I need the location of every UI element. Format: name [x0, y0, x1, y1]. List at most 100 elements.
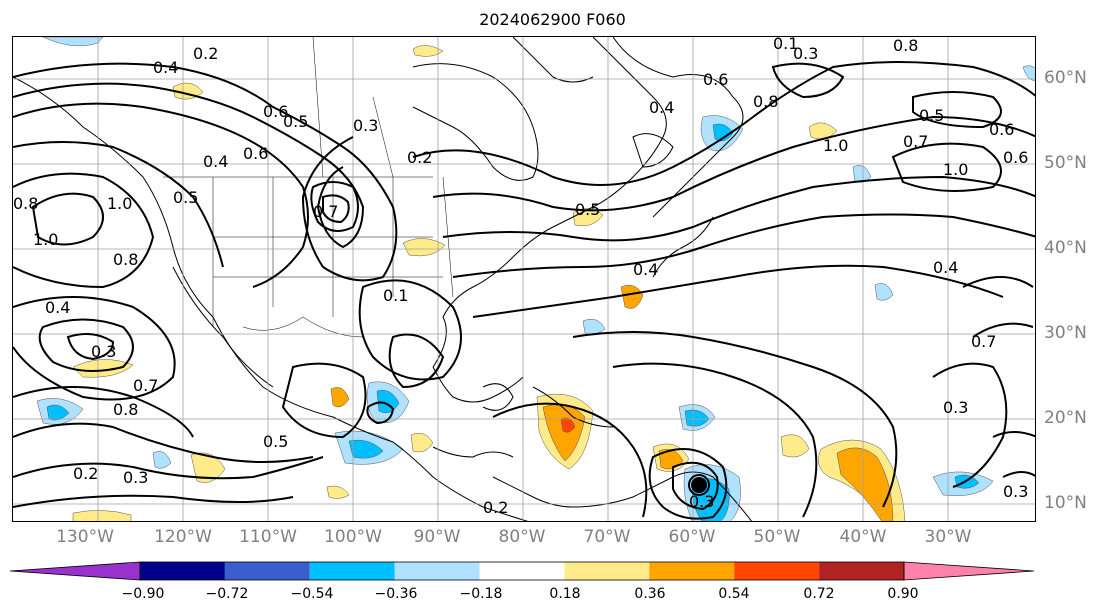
- contour-label: 0.5: [919, 106, 944, 125]
- shade-patch: [330, 387, 350, 408]
- colorbar-bin: [479, 562, 565, 580]
- contour-labels: 0.2 0.4 0.6 0.8 1.0 0.3 0.5 0.7 0.6 0.4 …: [13, 37, 1028, 517]
- shade-patch: [46, 404, 70, 421]
- latitude-label: 60°N: [1044, 68, 1087, 88]
- colorbar-tick: 0.54: [718, 586, 750, 602]
- colorbar-cells: [10, 561, 1035, 581]
- contour-label: 0.1: [773, 37, 798, 53]
- contour-label: 1.0: [823, 136, 848, 155]
- colorbar-tick: 0.36: [634, 586, 666, 602]
- longitude-label: 130°W: [56, 527, 114, 547]
- contour-label: 0.6: [703, 70, 728, 89]
- shade-patch: [410, 433, 434, 453]
- contour-label: 0.5: [263, 432, 288, 451]
- contour-label: 0.4: [45, 298, 70, 317]
- colorbar-extend-min: [10, 561, 141, 581]
- shade-patch: [582, 319, 606, 335]
- shade-patch: [412, 45, 444, 57]
- contour-label: 0.3: [123, 468, 148, 487]
- longitude-label: 50°W: [753, 527, 801, 547]
- shade-patch: [326, 485, 350, 499]
- graticule: [13, 37, 1035, 521]
- colorbar-frame: [139, 561, 905, 581]
- colorbar-tick: 0.72: [803, 586, 835, 602]
- contour-label: 0.8: [893, 37, 918, 55]
- longitude-label: 70°W: [583, 527, 631, 547]
- contour-label: 0.6: [989, 120, 1014, 139]
- colorbar-tick: 0.90: [887, 586, 919, 602]
- shade-patch: [152, 451, 172, 469]
- contour-label: 0.3: [353, 116, 378, 135]
- latitude-label: 40°N: [1044, 238, 1087, 258]
- colorbar-bin: [734, 562, 820, 580]
- contour-label: 0.8: [113, 400, 138, 419]
- contour-label: 0.5: [283, 112, 308, 131]
- map-title: 2024062900 F060: [479, 10, 626, 29]
- shade-patch: [874, 283, 894, 301]
- coastlines: [13, 37, 753, 521]
- contour-label: 1.0: [107, 194, 132, 213]
- contour-label: 0.4: [153, 58, 178, 77]
- contour-label: 0.4: [933, 258, 958, 277]
- colorbar-bin: [224, 562, 310, 580]
- contour-label: 0.4: [633, 260, 658, 279]
- contour-label: 0.4: [203, 152, 228, 171]
- contour-label: 1.0: [33, 230, 58, 249]
- colorbar-bin: [819, 562, 904, 580]
- contour-label: 0.7: [903, 132, 928, 151]
- shade-patch: [658, 449, 684, 470]
- colorbar-bin: [649, 562, 735, 580]
- shade-patch: [42, 37, 104, 47]
- contour-label: 0.8: [113, 250, 138, 269]
- shade-patch: [560, 417, 576, 433]
- contour-label: 0.5: [575, 200, 600, 219]
- colorbar-extend-max: [903, 561, 1035, 581]
- shade-patch: [780, 434, 810, 458]
- contour-label: 0.6: [263, 102, 288, 121]
- shade-patch: [376, 390, 400, 413]
- contour-label: 0.2: [73, 464, 98, 483]
- colorbar-tick: −0.90: [121, 586, 165, 602]
- contour-label: 0.3: [943, 398, 968, 417]
- contour-label: 0.2: [407, 148, 432, 167]
- shade-patch: [620, 285, 644, 309]
- storm-center-marker: [691, 477, 707, 493]
- colorbar-bin: [564, 562, 650, 580]
- shade-patch: [1022, 65, 1035, 82]
- contour-label: 0.4: [649, 98, 674, 117]
- colorbar-bin: [309, 562, 395, 580]
- latitude-label: 30°N: [1044, 323, 1087, 343]
- shade-patch: [72, 510, 132, 521]
- shade-patch: [836, 447, 894, 521]
- colorbar-bin: [394, 562, 480, 580]
- shade-patch: [190, 452, 226, 483]
- contour-label: 0.5: [173, 188, 198, 207]
- contour-label: 0.8: [753, 92, 778, 111]
- contour-label: 0.7: [971, 332, 996, 351]
- forecast-map: 0.2 0.4 0.6 0.8 1.0 0.3 0.5 0.7 0.6 0.4 …: [13, 37, 1035, 521]
- contour-label: 0.2: [483, 498, 508, 517]
- contour-label: 0.3: [689, 492, 714, 511]
- longitude-label: 110°W: [239, 527, 297, 547]
- longitude-label: 80°W: [498, 527, 546, 547]
- longitude-label: 90°W: [413, 527, 461, 547]
- longitude-label: 60°W: [668, 527, 716, 547]
- colorbar-tick: −0.18: [459, 586, 503, 602]
- contour-label: 0.6: [243, 144, 268, 163]
- political-borders: [163, 37, 454, 338]
- shade-patch: [72, 359, 134, 378]
- shade-patch: [348, 439, 384, 459]
- contour-label: 0.7: [313, 202, 338, 221]
- contour-label: 0.2: [193, 44, 218, 63]
- contour-label: 0.1: [383, 286, 408, 305]
- shaded-anomalies: [36, 37, 1035, 521]
- map-panel: 0.2 0.4 0.6 0.8 1.0 0.3 0.5 0.7 0.6 0.4 …: [12, 36, 1036, 522]
- colorbar-tick: −0.36: [374, 586, 418, 602]
- contour-label: 0.3: [1003, 482, 1028, 501]
- shade-patch: [808, 122, 838, 140]
- contour-label: 0.3: [793, 44, 818, 63]
- longitude-label: 30°W: [924, 527, 972, 547]
- contour-label: 0.8: [13, 194, 38, 213]
- colorbar-tick: −0.72: [205, 586, 249, 602]
- contour-label: 1.0: [943, 160, 968, 179]
